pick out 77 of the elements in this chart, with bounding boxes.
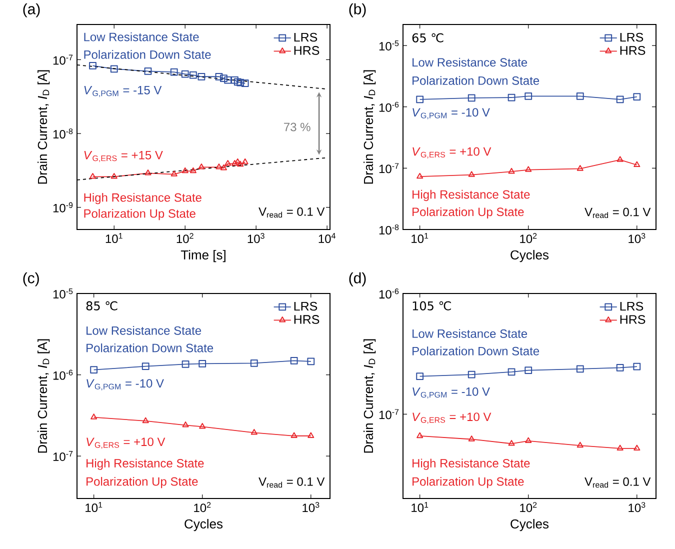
x-tick-label: 10$^{3}$: [248, 233, 264, 244]
annotation: V$_{G,PGM}$ = -10 V: [412, 108, 490, 120]
annotation: Polarization Up State: [86, 477, 198, 488]
legend-label: HRS: [620, 315, 646, 324]
chart-title: (b): [349, 4, 366, 18]
y-tick-label: 10$^{-6}$: [379, 102, 399, 112]
x-tick-label: 10$^{4}$: [318, 233, 336, 244]
y-tick-label: 10$^{-8}$: [53, 128, 73, 139]
x-tick-label: 10$^{2}$: [520, 502, 537, 512]
x-tick-label: 10$^{3}$: [628, 233, 646, 244]
y-tick-label: 10$^{-7}$: [379, 163, 399, 174]
legend-label: HRS: [620, 46, 646, 56]
annotation: High Resistance State: [86, 458, 204, 470]
annotation: V$_{G,ERS}$ = +10 V: [86, 438, 166, 450]
annotation: Polarization Down State: [84, 50, 211, 60]
y-tick-label: 10$^{-7}$: [379, 409, 399, 420]
y-axis-title: Drain Current, I$_{D}$ [A]: [38, 70, 50, 184]
x-tick-label: 10$^{1}$: [106, 233, 122, 244]
annotation: Low Resistance State: [86, 326, 202, 336]
annotation: V$_{G,ERS}$ = +10 V: [412, 412, 492, 424]
x-tick-label: 10$^{1}$: [86, 502, 102, 512]
y-axis-title: Drain Current, I$_{D}$ [A]: [364, 339, 376, 453]
x-tick-label: 10$^{2}$: [520, 233, 537, 244]
legend-label: HRS: [294, 315, 320, 324]
legend-label: LRS: [620, 33, 644, 42]
y-tick-label: 10$^{-7}$: [53, 451, 73, 462]
annotation: V$_{G,ERS}$ = +15 V: [84, 151, 163, 162]
annotation: Polarization Up State: [412, 477, 524, 488]
annotation: Polarization Down State: [86, 344, 214, 352]
x-tick-label: 10$^{3}$: [302, 502, 320, 512]
x-axis-title: Time [s]: [180, 250, 226, 262]
annotation: High Resistance State: [84, 193, 202, 204]
annotation: V$_{read}$ = 0.1 V: [258, 478, 325, 488]
annotation: Polarization Up State: [84, 209, 196, 220]
y-axis-title: Drain Current, I$_{D}$ [A]: [364, 70, 376, 184]
annotation: 105 ℃: [412, 302, 451, 311]
annotation: V$_{G,ERS}$ = +10 V: [412, 147, 492, 159]
annotation: V$_{G,PGM}$ = -10 V: [412, 388, 490, 399]
chart-title: (c): [23, 272, 39, 287]
annotation: Polarization Down State: [412, 346, 540, 356]
legend-label: LRS: [294, 33, 318, 42]
annotation: Polarization Down State: [412, 76, 540, 86]
annotation: 65 ℃: [412, 34, 444, 43]
x-tick-label: 10$^{1}$: [412, 502, 428, 512]
x-tick-label: 10$^{2}$: [176, 233, 194, 244]
x-tick-label: 10$^{3}$: [628, 502, 646, 512]
annotation: 73 %: [284, 123, 310, 132]
annotation: Low Resistance State: [84, 32, 199, 42]
annotation: 85 ℃: [86, 302, 118, 311]
y-tick-label: 10$^{-6}$: [53, 370, 73, 380]
annotation: V$_{read}$ = 0.1 V: [258, 208, 325, 218]
annotation: High Resistance State: [412, 458, 530, 470]
annotation: V$_{G,PGM}$ = -10 V: [86, 379, 164, 391]
y-tick-label: 10$^{-7}$: [53, 54, 73, 65]
annotation: Low Resistance State: [412, 329, 528, 338]
y-tick-label: 10$^{-8}$: [379, 224, 399, 235]
chart-title: (a): [23, 4, 40, 18]
y-axis-title: Drain Current, I$_{D}$ [A]: [38, 339, 50, 453]
y-tick-label: 10$^{-9}$: [53, 202, 73, 213]
annotation: High Resistance State: [412, 190, 530, 202]
x-axis-title: Cycles: [510, 519, 549, 532]
annotation: V$_{read}$ = 0.1 V: [584, 208, 651, 218]
annotation: V$_{G,PGM}$ = -15 V: [84, 86, 162, 98]
chart-title: (d): [349, 272, 366, 287]
legend-label: HRS: [294, 46, 320, 56]
annotation: Low Resistance State: [412, 58, 528, 67]
x-tick-label: 10$^{2}$: [194, 502, 211, 512]
legend-label: LRS: [620, 302, 644, 311]
annotation: Polarization Up State: [412, 208, 524, 219]
x-tick-label: 10$^{1}$: [412, 233, 428, 244]
x-axis-title: Cycles: [184, 519, 223, 532]
legend-label: LRS: [294, 302, 318, 311]
y-tick-label: 10$^{-5}$: [53, 288, 73, 299]
y-tick-label: 10$^{-5}$: [379, 40, 399, 51]
x-axis-title: Cycles: [510, 250, 549, 262]
annotation: V$_{read}$ = 0.1 V: [584, 478, 651, 488]
y-tick-label: 10$^{-6}$: [379, 288, 399, 299]
